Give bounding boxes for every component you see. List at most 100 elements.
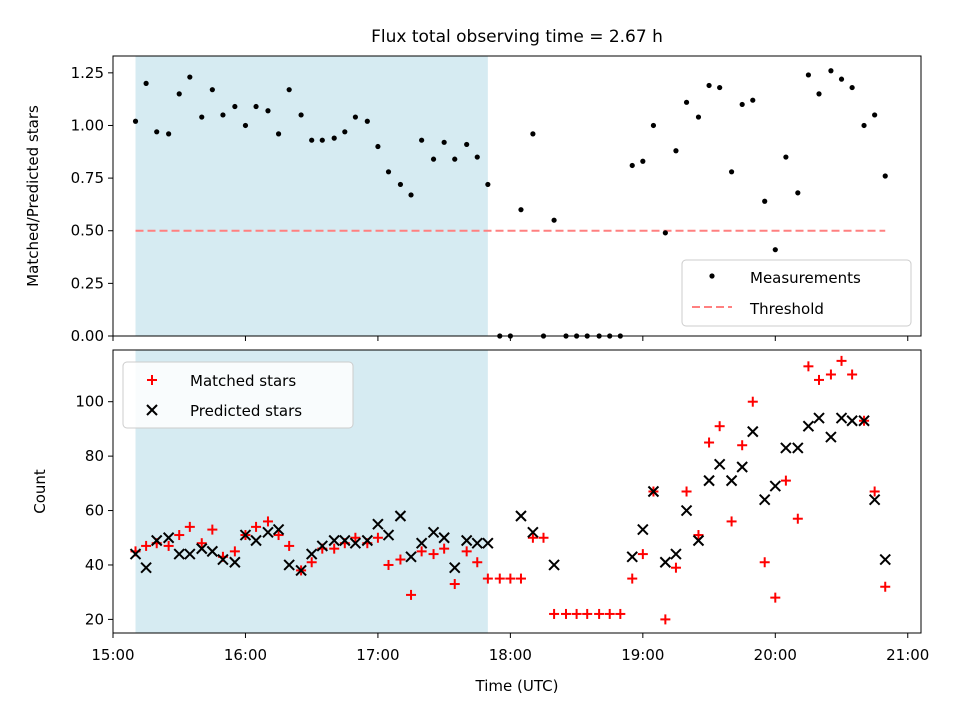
predicted-star-point — [879, 553, 891, 566]
matched-star-point — [660, 614, 671, 625]
x-tick-label: 15:00 — [91, 646, 134, 664]
predicted-star-point — [548, 559, 560, 571]
predicted-star-point — [813, 412, 825, 424]
measurement-point — [650, 122, 657, 129]
y-tick-label: 20 — [85, 610, 104, 628]
matched-star-point — [505, 573, 516, 584]
measurement-point — [474, 154, 480, 160]
point-stroke — [548, 559, 560, 571]
matched-star-point — [229, 546, 240, 557]
y-tick-label: 1.00 — [71, 116, 104, 134]
measurement-point — [176, 91, 182, 97]
point-stroke — [229, 556, 241, 568]
matched-star-point — [792, 513, 803, 524]
matched-star-point — [174, 530, 185, 541]
matched-star-point — [163, 540, 174, 551]
legend-predicted-marker — [146, 404, 158, 416]
x-tick-label: 21:00 — [886, 646, 929, 664]
measurement-point — [640, 158, 646, 164]
measurement-point — [265, 108, 271, 114]
measurement-point — [739, 101, 745, 108]
measurement-point — [187, 74, 193, 80]
matched-star-point — [383, 559, 394, 570]
predicted-star-point — [703, 474, 715, 487]
matched-star-point — [350, 532, 361, 543]
predicted-star-point — [162, 532, 175, 544]
point-stroke — [670, 548, 682, 560]
point-stroke — [382, 529, 395, 541]
matched-star-point — [670, 562, 681, 573]
matched-star-point — [306, 557, 317, 568]
matched-star-point — [439, 543, 450, 554]
matched-star-point — [428, 549, 439, 560]
point-stroke — [879, 553, 891, 566]
matched-star-point — [472, 557, 483, 568]
predicted-star-point — [184, 548, 196, 560]
predicted-star-point — [692, 534, 705, 547]
matched-star-point — [814, 374, 825, 385]
matched-star-point — [693, 530, 704, 541]
matched-star-point — [604, 608, 615, 619]
matched-star-point — [825, 369, 836, 380]
matched-star-point — [329, 543, 340, 554]
predicted-star-point — [206, 545, 219, 558]
point-stroke — [295, 564, 307, 577]
predicted-star-point — [361, 534, 374, 547]
predicted-star-point — [769, 480, 782, 492]
measurement-point — [385, 169, 392, 175]
point-stroke — [272, 523, 285, 536]
y-tick-label: 40 — [85, 556, 104, 574]
predicted-star-point — [835, 412, 848, 424]
measurement-point — [750, 97, 756, 103]
point-stroke — [283, 559, 295, 571]
predicted-star-point — [725, 474, 738, 487]
matched-star-point — [395, 554, 406, 565]
measurement-point — [485, 181, 491, 188]
measurement-point — [861, 122, 867, 129]
x-tick-label: 20:00 — [754, 646, 797, 664]
point-stroke — [692, 534, 705, 547]
predicted-star-point — [295, 564, 307, 577]
point-stroke — [140, 561, 152, 574]
point-stroke — [858, 415, 870, 427]
point-stroke — [637, 523, 649, 536]
matched-star-point — [482, 573, 493, 584]
measurement-point — [518, 207, 524, 213]
measurement-point — [530, 131, 536, 137]
point-stroke — [173, 548, 185, 560]
matched-star-point — [637, 549, 648, 560]
measurement-point — [717, 84, 723, 91]
measurement-point — [452, 156, 458, 162]
point-stroke — [415, 537, 428, 549]
measurement-point — [220, 112, 226, 118]
matched-star-point — [571, 608, 582, 619]
predicted-star-point — [438, 532, 450, 544]
predicted-star-point — [305, 548, 318, 560]
measurement-point — [275, 131, 282, 137]
matched-star-point — [759, 557, 770, 568]
predicted-star-point — [482, 537, 494, 549]
measurement-point — [728, 169, 735, 175]
x-tick-label: 17:00 — [356, 646, 399, 664]
measurement-point — [375, 143, 381, 150]
point-stroke — [680, 504, 693, 517]
measurement-point — [872, 112, 878, 118]
y-tick-label: 100 — [75, 393, 104, 411]
predicted-star-point — [140, 561, 152, 574]
point-stroke — [206, 545, 219, 558]
predicted-star-point — [670, 548, 682, 560]
matched-star-point — [527, 532, 538, 543]
point-stroke — [349, 537, 362, 549]
x-tick-label: 18:00 — [489, 646, 532, 664]
x-tick-label: 19:00 — [621, 646, 664, 664]
predicted-star-point — [151, 534, 163, 547]
matched-star-point — [406, 589, 417, 600]
y-tick-label: 0.50 — [71, 222, 104, 240]
matched-star-point — [461, 546, 472, 557]
measurement-point — [143, 80, 149, 86]
measurement-point — [242, 122, 249, 129]
matched-star-point — [251, 521, 262, 532]
predicted-star-point — [780, 442, 792, 454]
matched-star-point — [737, 440, 748, 451]
point-stroke — [427, 526, 440, 539]
